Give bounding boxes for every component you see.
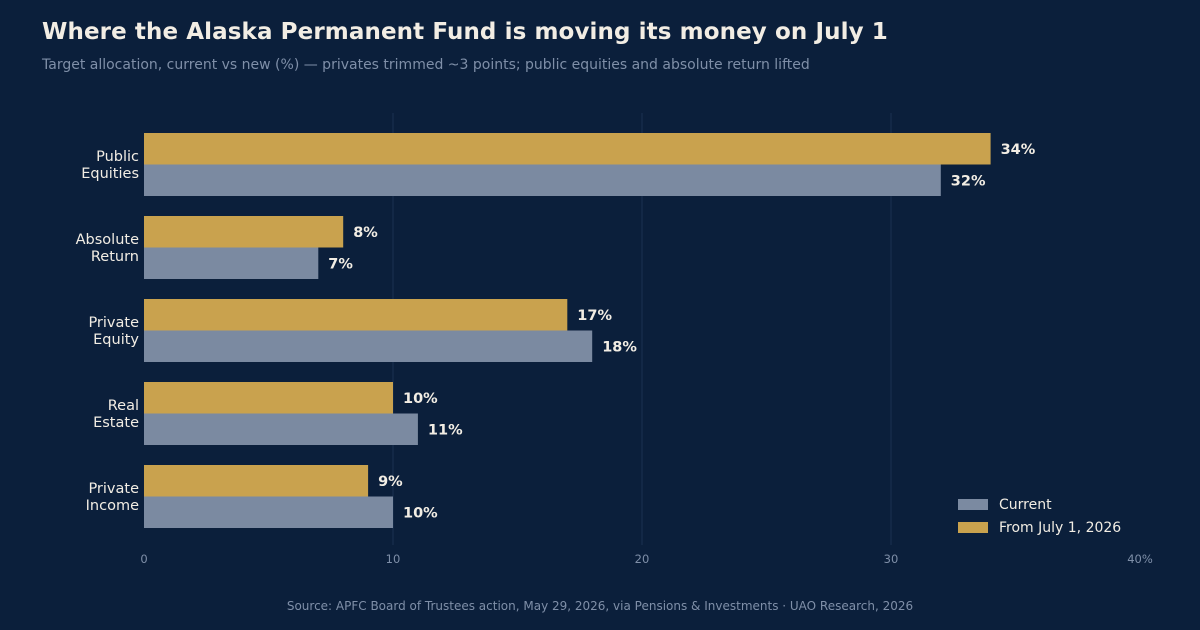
bar xyxy=(144,496,393,528)
data-label: 9% xyxy=(378,474,403,490)
data-label: 34% xyxy=(1001,142,1036,158)
category-label: Income xyxy=(86,498,139,514)
bar xyxy=(144,216,344,248)
category-label: Real xyxy=(108,398,139,414)
x-tick-label: 10 xyxy=(386,552,401,566)
legend: Current From July 1, 2026 xyxy=(958,497,1121,536)
bar xyxy=(144,247,319,279)
x-tick-label: 0 xyxy=(140,552,147,566)
category-label: Return xyxy=(91,249,139,265)
category-label: Equities xyxy=(81,166,139,182)
category-label: Public xyxy=(96,149,139,165)
legend-swatch xyxy=(958,499,988,510)
bar xyxy=(144,330,593,362)
source-note: Source: APFC Board of Trustees action, M… xyxy=(286,599,914,613)
x-tick-label: 40% xyxy=(1127,552,1153,566)
category-label: Private xyxy=(88,315,139,331)
x-tick-label: 20 xyxy=(635,552,650,566)
bar xyxy=(144,299,568,331)
bar xyxy=(144,465,369,497)
category-label: Estate xyxy=(93,415,139,431)
category-label: Equity xyxy=(93,332,139,348)
data-label: 18% xyxy=(602,339,637,355)
bars xyxy=(144,133,991,528)
data-label: 10% xyxy=(403,391,438,407)
chart-subtitle: Target allocation, current vs new (%) — … xyxy=(42,57,810,73)
data-label: 10% xyxy=(403,505,438,521)
bar xyxy=(144,413,418,445)
data-label: 11% xyxy=(428,422,463,438)
x-tick-label: 30 xyxy=(884,552,899,566)
legend-label: From July 1, 2026 xyxy=(999,520,1121,536)
legend-swatch xyxy=(958,522,988,533)
data-label: 17% xyxy=(577,308,612,324)
data-label: 32% xyxy=(951,173,986,189)
category-label: Absolute xyxy=(76,232,139,248)
bar xyxy=(144,133,991,165)
bar xyxy=(144,382,393,414)
data-label: 7% xyxy=(328,256,353,272)
bar xyxy=(144,164,941,196)
category-label: Private xyxy=(88,481,139,497)
chart-title: Where the Alaska Permanent Fund is movin… xyxy=(42,19,888,45)
data-label: 8% xyxy=(353,225,378,241)
legend-label: Current xyxy=(999,497,1052,513)
